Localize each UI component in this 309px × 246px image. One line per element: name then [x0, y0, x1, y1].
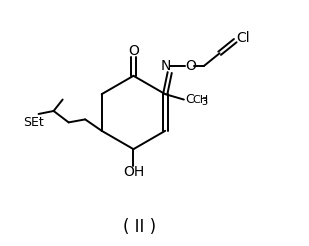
Text: O: O: [185, 59, 196, 73]
Text: Cl: Cl: [236, 31, 250, 45]
Text: N: N: [161, 59, 171, 73]
Text: CH: CH: [192, 95, 208, 105]
Text: SEt: SEt: [23, 117, 44, 129]
Text: OH: OH: [123, 165, 144, 179]
Text: ( II ): ( II ): [123, 218, 156, 236]
Text: C: C: [185, 93, 194, 106]
Text: O: O: [129, 44, 139, 58]
Text: 3: 3: [201, 97, 207, 107]
